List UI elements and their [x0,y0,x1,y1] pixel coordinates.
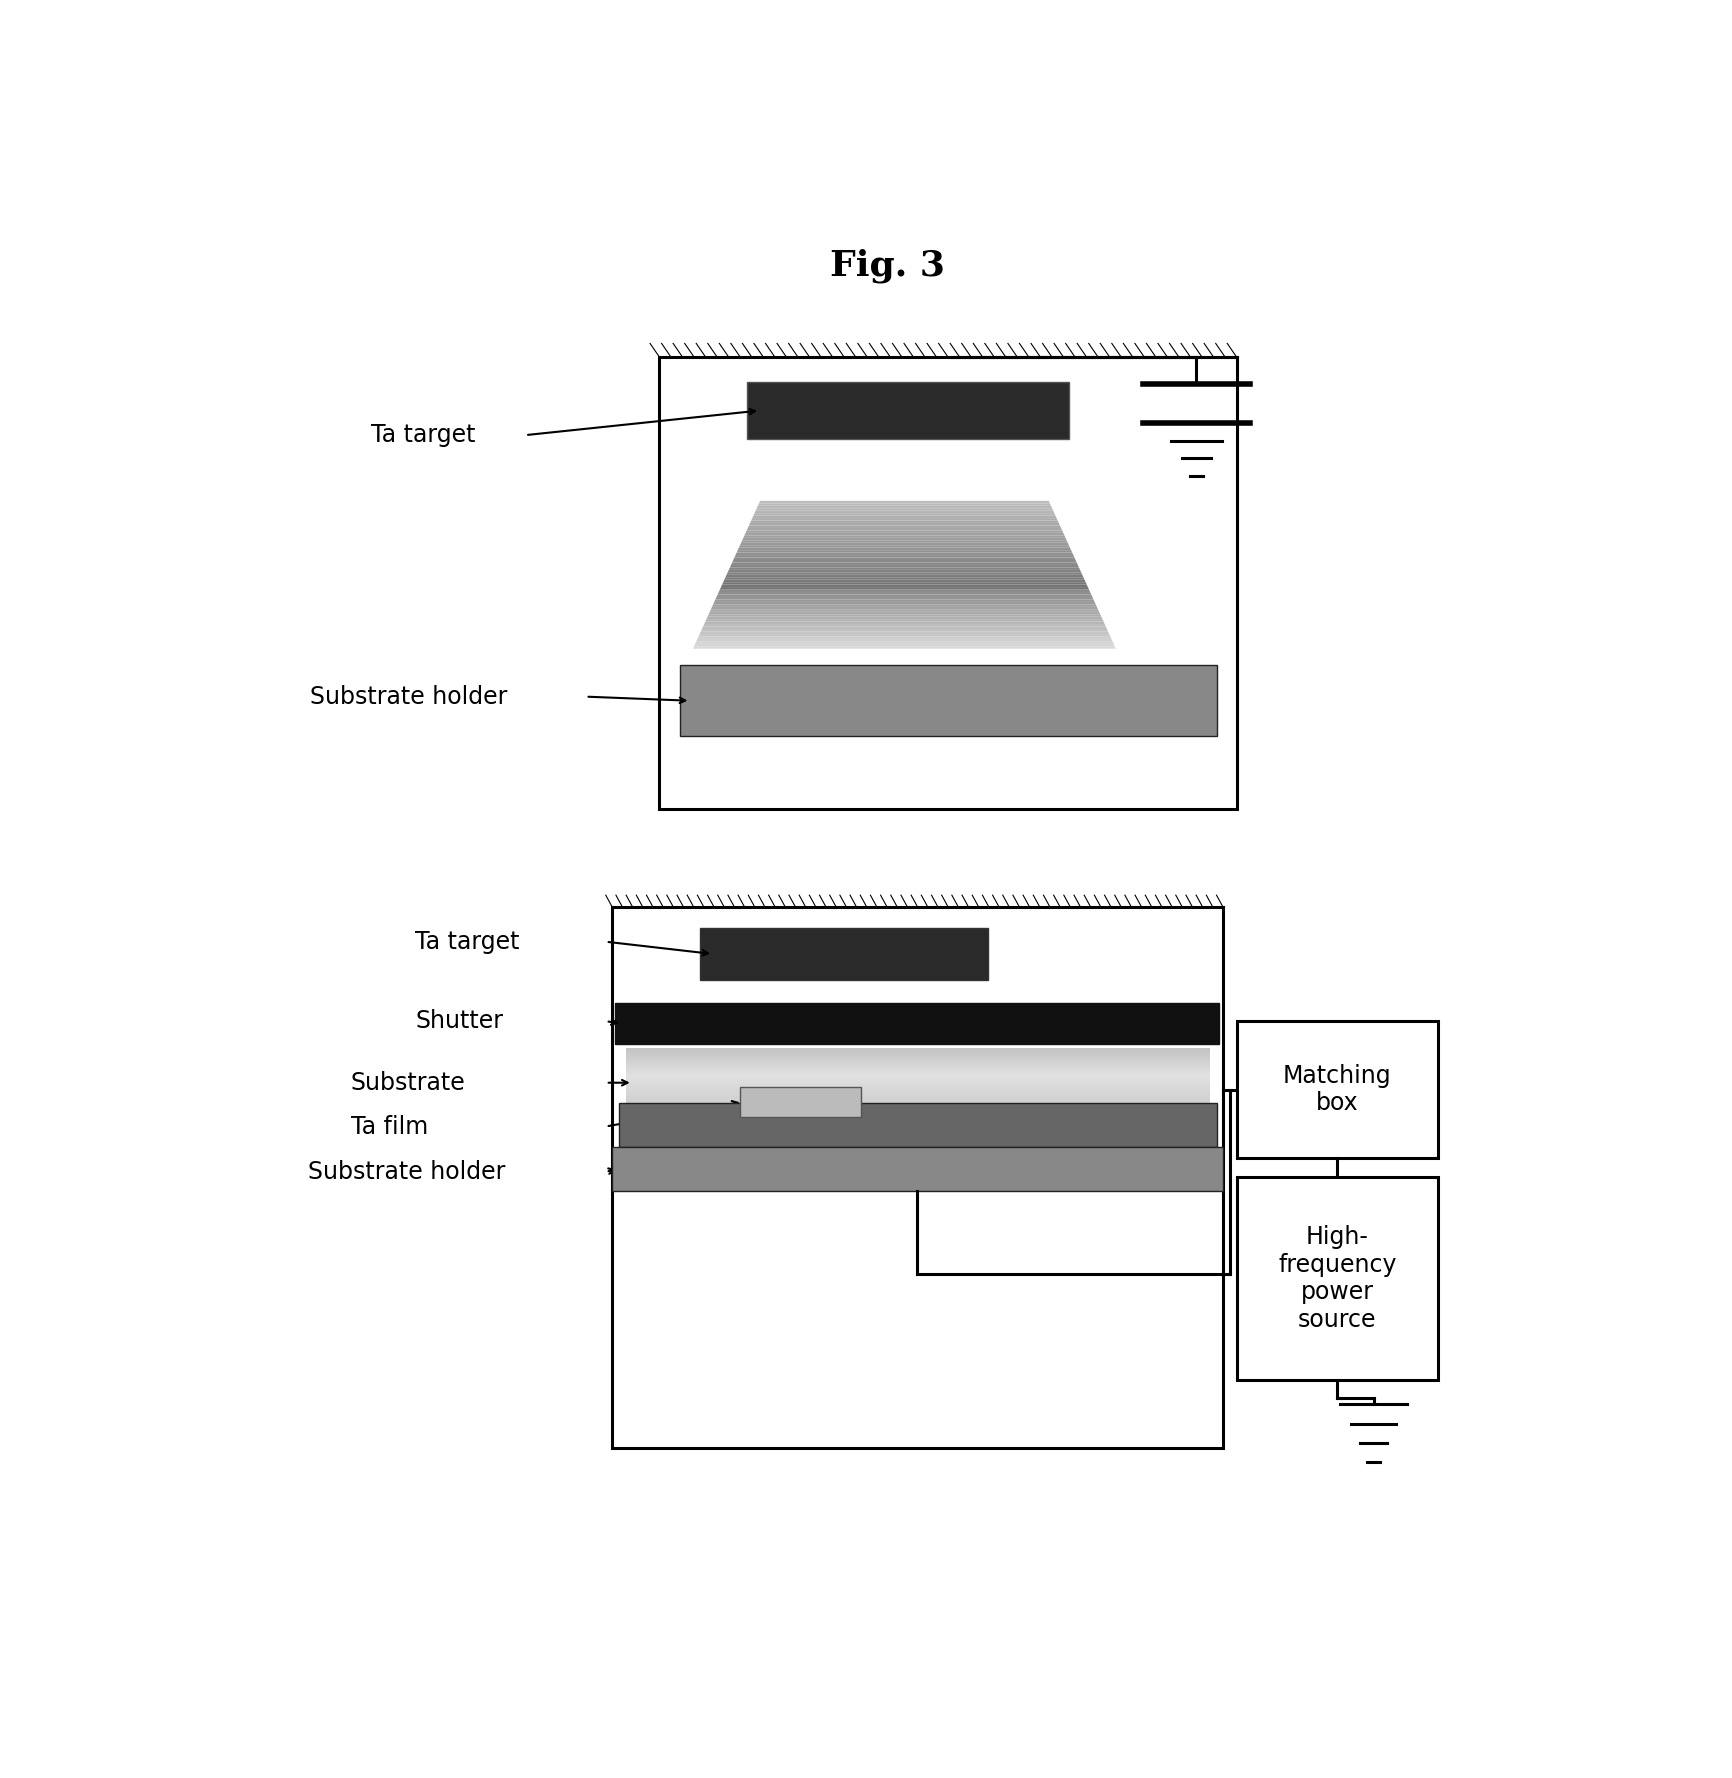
Text: Shutter: Shutter [416,1010,504,1033]
Bar [1237,1021,1438,1157]
Polygon shape [757,505,1051,509]
Polygon shape [752,516,1057,517]
Bar [615,1003,1219,1044]
Polygon shape [714,599,1095,603]
Polygon shape [708,612,1100,613]
Polygon shape [746,528,1062,530]
Bar [700,928,989,980]
Polygon shape [719,590,1089,592]
Bar [620,1102,1216,1147]
Polygon shape [701,626,1107,629]
Polygon shape [740,546,1070,548]
Polygon shape [745,533,1065,535]
Polygon shape [727,573,1082,574]
Polygon shape [748,526,1062,528]
Polygon shape [710,606,1098,610]
Polygon shape [700,631,1108,635]
Polygon shape [743,535,1065,537]
Polygon shape [724,580,1086,581]
Polygon shape [759,501,1050,503]
Polygon shape [733,560,1077,562]
Polygon shape [729,567,1081,571]
Bar [746,382,1069,439]
Bar [613,907,1223,1449]
Polygon shape [708,613,1102,617]
Polygon shape [736,549,1072,553]
Polygon shape [752,517,1058,521]
Polygon shape [759,503,1051,505]
Polygon shape [714,603,1096,605]
Text: Ta target: Ta target [371,423,475,446]
Polygon shape [755,510,1055,514]
Text: Ta film: Ta film [350,1115,428,1138]
Bar [613,1147,1223,1191]
Text: High-
frequency
power
source: High- frequency power source [1278,1225,1396,1332]
Polygon shape [734,555,1074,558]
Polygon shape [715,597,1093,599]
Polygon shape [753,514,1055,516]
Text: Substrate: Substrate [350,1070,466,1095]
Polygon shape [733,558,1076,560]
Polygon shape [726,574,1084,578]
Polygon shape [741,541,1067,542]
Text: Ta target: Ta target [416,930,520,953]
Polygon shape [721,585,1088,587]
Polygon shape [710,610,1100,612]
Polygon shape [724,578,1084,580]
Polygon shape [738,548,1070,549]
Polygon shape [727,571,1081,573]
Polygon shape [701,629,1108,631]
Polygon shape [717,594,1093,597]
Polygon shape [705,619,1103,622]
Polygon shape [695,644,1115,645]
Polygon shape [717,592,1091,594]
Polygon shape [743,537,1067,541]
Polygon shape [698,635,1110,637]
Bar [679,665,1216,736]
Text: Substrate holder: Substrate holder [310,685,507,709]
Text: Substrate holder: Substrate holder [308,1159,506,1184]
Polygon shape [698,637,1112,638]
Polygon shape [740,542,1069,546]
Polygon shape [748,523,1060,526]
Polygon shape [750,521,1058,523]
Polygon shape [731,562,1077,565]
Polygon shape [729,565,1079,567]
Polygon shape [755,509,1053,510]
Polygon shape [696,638,1112,642]
Bar [1237,1177,1438,1380]
Text: Fig. 3: Fig. 3 [830,249,946,283]
Polygon shape [721,587,1089,590]
Polygon shape [693,645,1115,649]
Polygon shape [745,530,1063,533]
Polygon shape [705,622,1105,624]
Polygon shape [722,581,1086,585]
Polygon shape [712,605,1096,606]
Polygon shape [703,624,1105,626]
Polygon shape [707,617,1103,619]
Polygon shape [736,553,1074,555]
Text: Matching
box: Matching box [1283,1063,1391,1115]
Polygon shape [695,642,1114,644]
Bar [660,357,1237,809]
Bar [740,1086,861,1117]
